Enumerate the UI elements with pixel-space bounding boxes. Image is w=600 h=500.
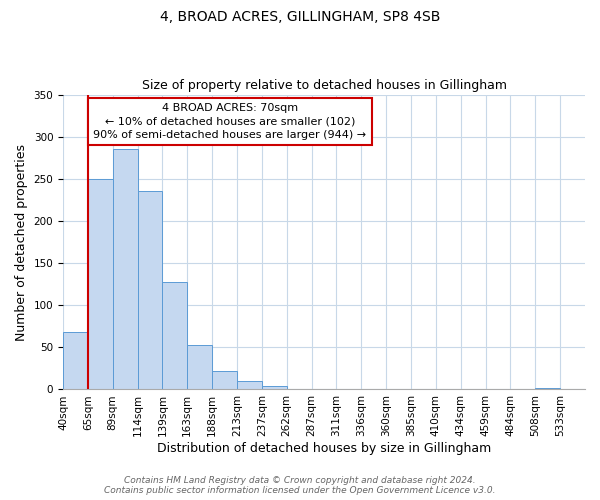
Bar: [535, 388, 560, 390]
Bar: [63, 332, 88, 390]
Text: Contains HM Land Registry data © Crown copyright and database right 2024.
Contai: Contains HM Land Registry data © Crown c…: [104, 476, 496, 495]
Bar: [212, 371, 237, 390]
Bar: [137, 192, 163, 390]
Bar: [163, 282, 187, 390]
Text: 4, BROAD ACRES, GILLINGHAM, SP8 4SB: 4, BROAD ACRES, GILLINGHAM, SP8 4SB: [160, 10, 440, 24]
Title: Size of property relative to detached houses in Gillingham: Size of property relative to detached ho…: [142, 79, 506, 92]
Bar: [113, 150, 137, 390]
Bar: [237, 381, 262, 390]
Text: 4 BROAD ACRES: 70sqm
← 10% of detached houses are smaller (102)
90% of semi-deta: 4 BROAD ACRES: 70sqm ← 10% of detached h…: [94, 104, 367, 140]
Bar: [187, 345, 212, 390]
Bar: [88, 179, 113, 390]
Bar: [262, 386, 287, 390]
Y-axis label: Number of detached properties: Number of detached properties: [15, 144, 28, 340]
X-axis label: Distribution of detached houses by size in Gillingham: Distribution of detached houses by size …: [157, 442, 491, 455]
